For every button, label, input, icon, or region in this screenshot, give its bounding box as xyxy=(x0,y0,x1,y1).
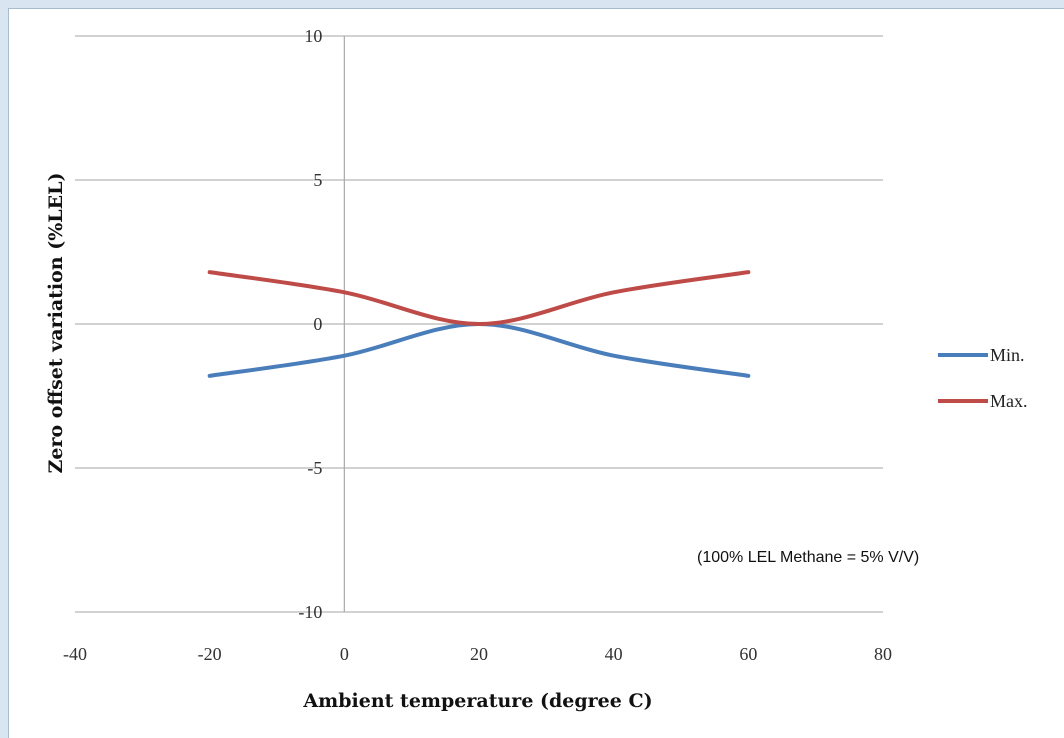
x-tick-label: -40 xyxy=(63,644,87,664)
y-tick-label: 10 xyxy=(304,26,322,46)
x-tick-label: 80 xyxy=(874,644,892,664)
x-axis-title: Ambient temperature (degree C) xyxy=(302,690,652,712)
legend-label-max: Max. xyxy=(990,391,1028,411)
chart-annotation: (100% LEL Methane = 5% V/V) xyxy=(697,549,919,566)
series-lines xyxy=(207,270,751,378)
y-tick-label: 5 xyxy=(313,170,322,190)
y-axis-title: Zero offset variation (%LEL) xyxy=(45,173,67,474)
y-tick-label: -5 xyxy=(307,458,322,478)
y-tick-label: 0 xyxy=(313,314,322,334)
chart-frame xyxy=(8,8,1064,738)
x-tick-label: 20 xyxy=(470,644,488,664)
x-tick-label: 0 xyxy=(340,644,349,664)
y-tick-label: -10 xyxy=(298,602,322,622)
legend-label-min: Min. xyxy=(990,345,1025,365)
x-tick-label: -20 xyxy=(198,644,222,664)
series-line-max xyxy=(207,270,751,326)
series-line-min xyxy=(207,322,751,378)
legend: Min. Max. xyxy=(938,345,1028,411)
tick-labels: 10 5 0 -5 -10 -40 -20 0 20 40 60 80 xyxy=(63,26,892,664)
x-tick-label: 60 xyxy=(739,644,757,664)
x-tick-label: 40 xyxy=(605,644,623,664)
